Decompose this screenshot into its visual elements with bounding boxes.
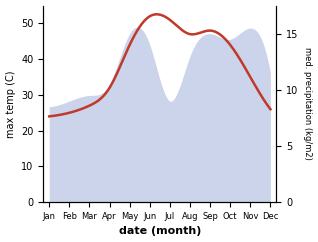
X-axis label: date (month): date (month) [119,227,201,236]
Y-axis label: max temp (C): max temp (C) [5,70,16,138]
Y-axis label: med. precipitation (kg/m2): med. precipitation (kg/m2) [303,47,313,160]
